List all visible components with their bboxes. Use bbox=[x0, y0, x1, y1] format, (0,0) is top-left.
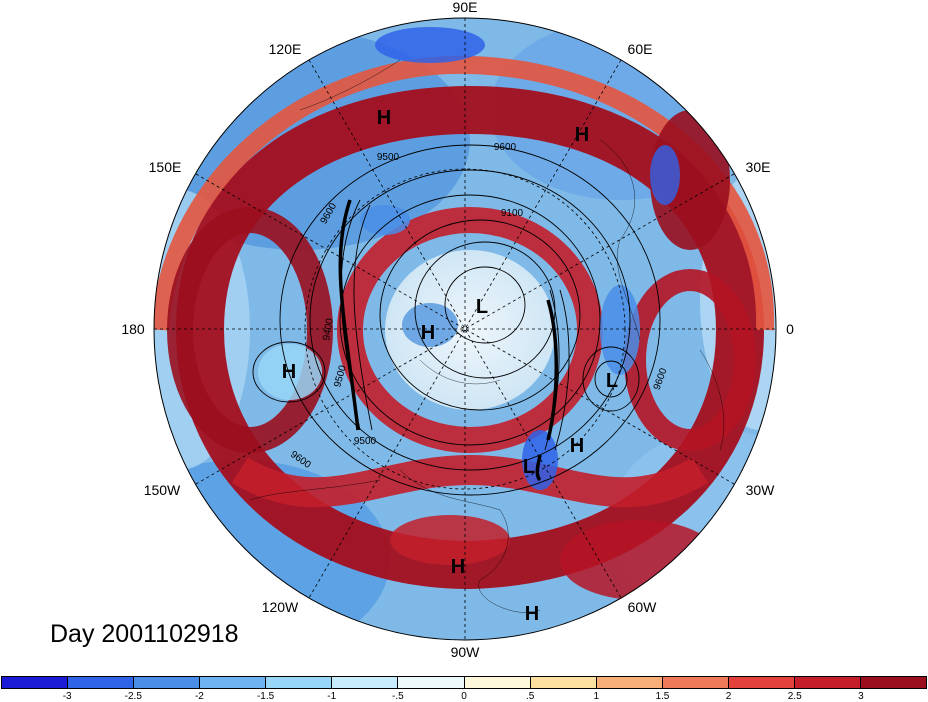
high-center: H bbox=[575, 124, 589, 146]
high-center: H bbox=[377, 107, 391, 129]
colorbar-box bbox=[794, 677, 862, 688]
high-center: H bbox=[421, 322, 435, 344]
low-center: L bbox=[523, 456, 535, 478]
colorbar-box bbox=[2, 677, 69, 688]
graticule bbox=[154, 18, 776, 640]
contour-label: 9600 bbox=[494, 142, 517, 153]
colorbar-box bbox=[200, 677, 267, 688]
colorbar: -3 -2.5 -2 -1.5 -1 -.5 0 .5 1 1.5 2 2.5 3 bbox=[0, 675, 928, 702]
colorbar-tick-label: 2 bbox=[725, 691, 732, 702]
lon-label-60w: 60W bbox=[628, 599, 658, 615]
colorbar-tick-label: -3 bbox=[62, 691, 72, 702]
colorbar-box bbox=[728, 677, 795, 688]
lon-label-60e: 60E bbox=[628, 41, 653, 57]
lon-label-150w: 150W bbox=[144, 482, 181, 498]
colorbar-box bbox=[398, 677, 465, 688]
lon-label-30w: 30W bbox=[746, 482, 776, 498]
contour-label: 9500 bbox=[354, 436, 377, 447]
jet-streaks bbox=[338, 199, 558, 482]
high-center: H bbox=[525, 603, 539, 625]
lon-label-120e: 120E bbox=[269, 41, 302, 57]
colorbar-tick-label: -.5 bbox=[392, 691, 404, 702]
high-center: H bbox=[570, 435, 584, 457]
colorbar-tick-label: 1 bbox=[593, 691, 600, 702]
map-boundary bbox=[153, 17, 777, 641]
colorbar-tick-label: 0 bbox=[461, 691, 467, 702]
colorbar-tick-label: -2 bbox=[194, 691, 204, 702]
colorbar-box bbox=[596, 677, 663, 688]
lon-label-0: 0 bbox=[786, 321, 794, 337]
lon-label-30e: 30E bbox=[746, 159, 771, 175]
colorbar-tick-label: 2.5 bbox=[787, 691, 802, 702]
colorbar-tick-label: -1.5 bbox=[256, 691, 275, 702]
lon-label-90e: 90E bbox=[453, 0, 478, 15]
coastlines bbox=[249, 59, 725, 613]
colorbar-box bbox=[134, 677, 201, 688]
colorbar-box bbox=[332, 677, 399, 688]
colorbar-box bbox=[530, 677, 597, 688]
high-center: H bbox=[451, 556, 465, 578]
colorbar-box bbox=[266, 677, 333, 688]
date-title: Day 2001102918 bbox=[50, 620, 239, 648]
low-center: L bbox=[606, 370, 618, 392]
colorbar-tick-label: -2.5 bbox=[124, 691, 142, 702]
contour-label: 9400 bbox=[321, 317, 336, 341]
colorbar-boxes bbox=[1, 676, 927, 689]
low-center: L bbox=[476, 296, 488, 318]
colorbar-tick-label: -1 bbox=[327, 691, 337, 702]
lon-label-90w: 90W bbox=[451, 644, 481, 660]
lon-label-150e: 150E bbox=[149, 159, 182, 175]
contour-label: 9100 bbox=[501, 208, 524, 219]
contour-label: 9500 bbox=[377, 152, 400, 163]
polar-map: 90E 60E 30E 0 30W 60W 90W 120W 150W 180 … bbox=[121, 0, 794, 660]
high-center: H bbox=[282, 361, 296, 383]
colorbar-tick-label: 1.5 bbox=[655, 691, 670, 702]
colorbar-box bbox=[464, 677, 531, 688]
lon-label-120w: 120W bbox=[262, 599, 299, 615]
lon-label-180: 180 bbox=[121, 321, 145, 337]
colorbar-box bbox=[662, 677, 729, 688]
colorbar-box bbox=[68, 677, 135, 688]
colorbar-tick-label: .5 bbox=[525, 691, 535, 702]
colorbar-tick-label: 3 bbox=[858, 691, 864, 702]
colorbar-box bbox=[861, 677, 927, 688]
